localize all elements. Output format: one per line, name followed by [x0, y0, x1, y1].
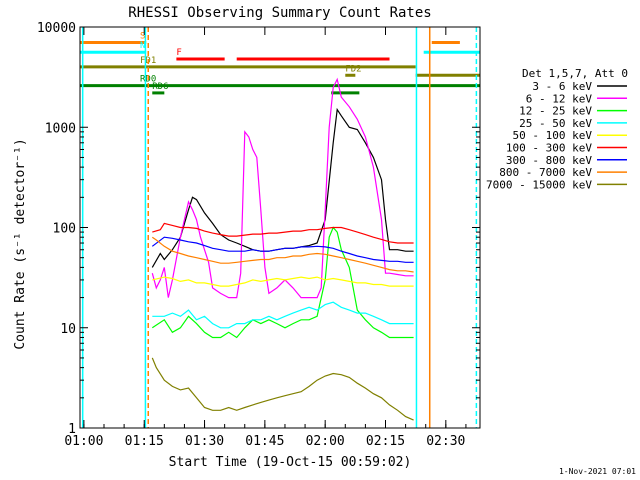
x-tick-label: 02:15 [366, 434, 405, 449]
y-tick-label: 100 [53, 222, 76, 237]
legend-label-6: 300 - 800 keV [506, 154, 592, 167]
series-line-5 [152, 222, 414, 244]
y-axis-label: Count Rate (s⁻¹ detector⁻¹) [13, 138, 28, 349]
x-tick-label: 01:00 [64, 434, 103, 449]
y-tick-label: 10000 [37, 21, 76, 36]
flag-label-rd6: RD6 [152, 82, 168, 92]
x-tick-label: 02:30 [426, 434, 465, 449]
series-line-8 [151, 357, 414, 421]
legend-label-5: 100 - 300 keV [506, 142, 592, 155]
flag-label-s: S [140, 32, 145, 42]
series-line-3 [152, 301, 414, 329]
chart-title: RHESSI Observing Summary Count Rates [128, 5, 431, 21]
series-line-1 [151, 77, 414, 299]
series-line-2 [151, 226, 414, 339]
footer-timestamp: 1-Nov-2021 07:01 [559, 467, 636, 476]
plot-area: SNFFD1FD2RD0RD601:0001:1501:3001:4502:00… [37, 21, 481, 449]
series-line-4 [152, 276, 414, 287]
x-axis-label: Start Time (19-Oct-15 00:59:02) [169, 455, 412, 470]
legend-label-0: 3 - 6 keV [532, 80, 592, 93]
x-tick-label: 01:15 [125, 434, 164, 449]
legend-label-7: 800 - 7000 keV [499, 166, 592, 179]
x-tick-label: 01:45 [245, 434, 284, 449]
legend-header: Det 1,5,7, Att 0 [522, 67, 628, 80]
flag-label-fd2: FD2 [345, 64, 361, 74]
flag-label-f: F [176, 48, 181, 58]
series-line-6 [151, 236, 414, 263]
x-tick-label: 01:30 [185, 434, 224, 449]
x-tick-label: 02:00 [306, 434, 345, 449]
legend-label-8: 7000 - 15000 keV [486, 178, 592, 191]
series-line-7 [151, 236, 414, 273]
legend-label-3: 25 - 50 keV [519, 117, 592, 130]
y-tick-label: 1000 [45, 121, 76, 136]
y-tick-label: 1 [68, 422, 76, 437]
legend-label-4: 50 - 100 keV [513, 129, 593, 142]
y-tick-label: 10 [60, 322, 76, 337]
legend-label-1: 6 - 12 keV [526, 92, 593, 105]
flag-label-n: N [140, 41, 145, 51]
legend-label-2: 12 - 25 keV [519, 105, 592, 118]
